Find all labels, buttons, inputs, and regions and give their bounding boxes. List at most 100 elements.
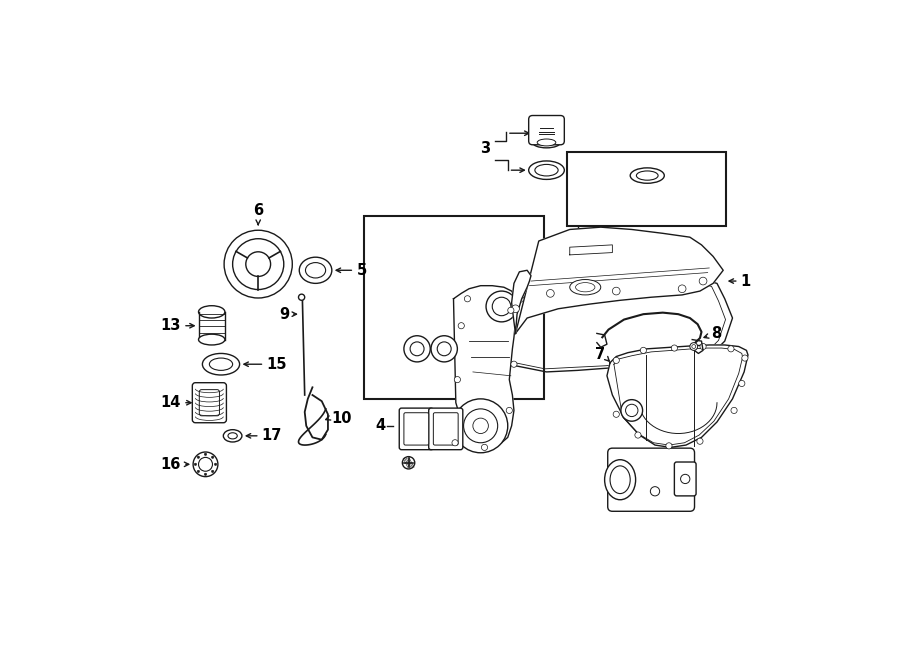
Circle shape — [212, 470, 214, 473]
Circle shape — [613, 358, 619, 364]
Circle shape — [472, 418, 489, 434]
Text: 4: 4 — [375, 418, 385, 434]
Ellipse shape — [630, 168, 664, 183]
Circle shape — [728, 346, 734, 352]
Ellipse shape — [202, 354, 239, 375]
FancyBboxPatch shape — [193, 383, 227, 423]
Text: 6: 6 — [253, 203, 264, 218]
Text: 8: 8 — [712, 326, 722, 341]
Circle shape — [214, 463, 217, 465]
Circle shape — [464, 409, 498, 443]
Text: 9: 9 — [279, 307, 289, 322]
Circle shape — [621, 400, 643, 421]
Ellipse shape — [533, 137, 561, 148]
Text: 11: 11 — [571, 232, 591, 247]
Text: 14: 14 — [160, 395, 181, 410]
Ellipse shape — [537, 139, 556, 146]
Ellipse shape — [535, 165, 558, 176]
Circle shape — [204, 473, 207, 475]
Text: 7: 7 — [595, 348, 605, 362]
Text: 5: 5 — [356, 263, 367, 278]
Text: 3: 3 — [480, 141, 490, 156]
Circle shape — [458, 323, 464, 329]
Circle shape — [194, 463, 196, 465]
Polygon shape — [607, 345, 748, 447]
Circle shape — [199, 457, 212, 471]
Text: 2: 2 — [472, 340, 482, 355]
Circle shape — [486, 291, 517, 322]
Circle shape — [197, 456, 200, 458]
Circle shape — [246, 252, 271, 276]
Text: 15: 15 — [266, 357, 286, 371]
Circle shape — [404, 336, 430, 362]
Circle shape — [508, 307, 514, 313]
Bar — [364, 216, 544, 399]
Ellipse shape — [528, 161, 564, 179]
Circle shape — [612, 288, 620, 295]
Circle shape — [690, 342, 698, 350]
Circle shape — [212, 456, 214, 458]
Circle shape — [742, 355, 748, 361]
Circle shape — [224, 230, 292, 298]
Text: 10: 10 — [331, 410, 352, 426]
Circle shape — [454, 399, 508, 453]
Circle shape — [613, 411, 619, 417]
Ellipse shape — [223, 430, 242, 442]
Circle shape — [204, 453, 207, 455]
Text: 16: 16 — [160, 457, 181, 472]
Circle shape — [731, 407, 737, 414]
Circle shape — [482, 444, 488, 450]
Ellipse shape — [636, 171, 658, 180]
Ellipse shape — [228, 433, 238, 439]
Circle shape — [299, 294, 305, 300]
Circle shape — [666, 443, 672, 449]
FancyBboxPatch shape — [434, 412, 458, 445]
Ellipse shape — [576, 283, 595, 292]
Circle shape — [700, 344, 706, 350]
Circle shape — [194, 452, 218, 477]
Circle shape — [699, 277, 707, 285]
Circle shape — [511, 305, 519, 313]
FancyBboxPatch shape — [400, 408, 434, 449]
Circle shape — [651, 486, 660, 496]
Circle shape — [692, 344, 696, 348]
Ellipse shape — [210, 358, 232, 370]
Circle shape — [232, 239, 284, 290]
FancyBboxPatch shape — [674, 462, 696, 496]
Text: 17: 17 — [261, 428, 282, 444]
Circle shape — [431, 336, 457, 362]
Ellipse shape — [605, 459, 635, 500]
FancyBboxPatch shape — [528, 116, 564, 145]
Polygon shape — [516, 227, 724, 333]
Circle shape — [640, 347, 646, 354]
FancyBboxPatch shape — [404, 412, 428, 445]
Circle shape — [697, 438, 703, 444]
Ellipse shape — [300, 257, 332, 284]
Circle shape — [680, 475, 690, 484]
Circle shape — [464, 295, 471, 302]
Ellipse shape — [199, 334, 225, 345]
Ellipse shape — [610, 466, 630, 494]
Circle shape — [739, 380, 745, 387]
Text: 12: 12 — [694, 168, 714, 183]
Text: 13: 13 — [160, 318, 181, 333]
FancyBboxPatch shape — [608, 448, 695, 512]
Circle shape — [402, 457, 415, 469]
Circle shape — [437, 342, 451, 356]
Circle shape — [410, 342, 424, 356]
Circle shape — [454, 377, 461, 383]
Circle shape — [634, 432, 641, 438]
Circle shape — [197, 470, 200, 473]
Circle shape — [679, 285, 686, 293]
Polygon shape — [511, 270, 531, 333]
Bar — [567, 153, 726, 225]
Ellipse shape — [199, 305, 225, 318]
FancyBboxPatch shape — [199, 389, 220, 416]
Circle shape — [671, 345, 678, 351]
Circle shape — [626, 405, 638, 416]
Circle shape — [492, 297, 511, 316]
Text: 1: 1 — [740, 274, 751, 289]
Polygon shape — [492, 278, 733, 372]
Circle shape — [511, 361, 517, 368]
Polygon shape — [454, 286, 517, 445]
